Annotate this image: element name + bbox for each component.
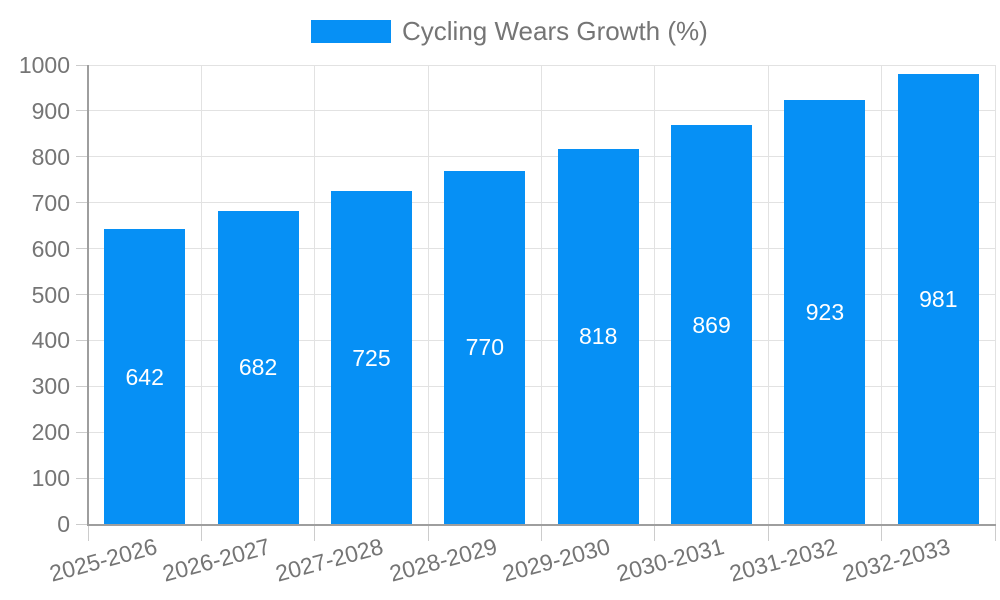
chart-legend[interactable]: Cycling Wears Growth (%)	[311, 13, 708, 49]
x-tick-label: 2031-2032	[726, 533, 840, 587]
y-tick-mark	[76, 477, 88, 479]
y-tick-mark	[76, 110, 88, 112]
y-axis-line	[87, 65, 89, 524]
bar	[217, 210, 299, 524]
bar-value-label: 642	[125, 363, 164, 390]
y-tick-label: 700	[31, 189, 70, 216]
x-tick-label: 2029-2030	[499, 533, 613, 587]
y-tick-label: 500	[31, 281, 70, 308]
x-tick-label: 2030-2031	[613, 533, 727, 587]
legend-swatch	[311, 19, 391, 43]
y-tick-label: 400	[31, 327, 70, 354]
bar-value-label: 923	[805, 299, 845, 326]
y-tick-mark	[76, 64, 88, 66]
y-tick-label: 300	[31, 373, 70, 400]
bar-value-label: 682	[238, 354, 278, 381]
y-tick-label: 1000	[18, 52, 70, 78]
bar	[897, 73, 979, 524]
x-tick-mark	[87, 525, 89, 541]
bar-value-label: 725	[352, 344, 391, 371]
y-tick-label: 100	[31, 465, 70, 492]
y-tick-label: 600	[31, 235, 70, 262]
x-tick-mark	[541, 525, 542, 541]
x-tick-label: 2027-2028	[273, 533, 387, 587]
gridline-vertical	[314, 65, 316, 524]
bar	[330, 191, 412, 524]
y-tick-mark	[76, 339, 88, 341]
gridline-vertical	[541, 65, 542, 524]
bar	[557, 148, 639, 524]
y-tick-mark	[76, 431, 88, 433]
y-tick-mark	[76, 248, 88, 250]
gridline-vertical	[200, 65, 202, 524]
x-tick-mark	[994, 525, 996, 541]
gridline-vertical	[767, 65, 769, 524]
x-axis-line	[87, 524, 996, 526]
legend-label: Cycling Wears Growth (%)	[402, 16, 708, 46]
y-tick-mark	[76, 385, 88, 387]
x-tick-label: 2025-2026	[46, 533, 160, 587]
bar-value-label: 770	[465, 334, 504, 361]
gridline-vertical	[654, 65, 656, 524]
y-tick-mark	[76, 523, 88, 525]
bar	[444, 170, 526, 524]
gridline-vertical	[994, 65, 996, 524]
y-tick-mark	[76, 294, 88, 295]
x-tick-mark	[767, 525, 769, 541]
bar-value-label: 818	[579, 323, 618, 350]
y-tick-label: 0	[57, 511, 70, 537]
y-tick-mark	[76, 202, 88, 204]
x-tick-mark	[427, 525, 429, 541]
bar	[784, 100, 866, 524]
y-tick-label: 800	[31, 143, 70, 170]
x-tick-label: 2028-2029	[386, 533, 500, 587]
gridline-vertical	[881, 65, 883, 524]
y-tick-label: 900	[31, 97, 70, 124]
bar-value-label: 981	[919, 285, 958, 312]
bar	[671, 125, 753, 524]
x-tick-mark	[314, 525, 316, 541]
gridline-vertical	[427, 65, 429, 524]
x-tick-mark	[881, 525, 883, 541]
x-tick-mark	[200, 525, 202, 541]
y-tick-label: 200	[31, 419, 70, 446]
x-tick-label: 2026-2027	[159, 533, 273, 587]
x-tick-label: 2032-2033	[840, 533, 954, 587]
y-tick-mark	[76, 156, 88, 158]
bar-value-label: 869	[692, 311, 731, 338]
bar	[104, 229, 186, 524]
x-tick-mark	[654, 525, 656, 541]
